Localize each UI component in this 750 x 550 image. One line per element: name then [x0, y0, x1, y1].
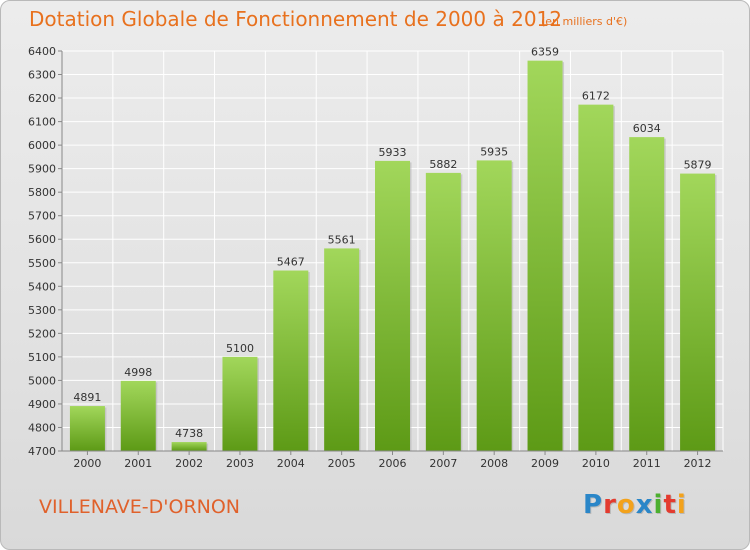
logo-letter: P	[583, 490, 604, 520]
bar-value-label: 5561	[328, 233, 356, 246]
bars: 4891 4998 4738 5100 5467 5561 5933 5882 5935 6359…	[69, 46, 717, 452]
x-tick-label: 2006	[379, 457, 407, 470]
x-tick-label: 2000	[73, 457, 101, 470]
commune-name: VILLENAVE-D'ORNON	[39, 496, 241, 518]
chart-unit: (en milliers d'€)	[541, 15, 628, 28]
bar	[527, 60, 563, 451]
x-tick-label: 2005	[328, 457, 356, 470]
logo-letter: i	[653, 490, 664, 520]
bar	[171, 442, 207, 451]
bar-value-label: 6034	[633, 122, 661, 135]
bar	[222, 356, 258, 451]
bar	[375, 160, 410, 451]
bar	[425, 172, 461, 451]
x-tick-label: 2010	[582, 457, 610, 470]
bar	[324, 248, 360, 451]
x-tick-label: 2003	[226, 457, 254, 470]
bar	[120, 380, 156, 451]
y-tick-label: 6300	[28, 69, 56, 82]
logo-letter: x	[635, 490, 654, 520]
bar-value-label: 5467	[277, 256, 305, 269]
x-tick-label: 2002	[175, 457, 203, 470]
y-tick-label: 5200	[28, 327, 56, 340]
bar	[273, 270, 309, 451]
y-tick-label: 5300	[28, 304, 56, 317]
y-tick-label: 5400	[28, 280, 56, 293]
y-tick-label: 6200	[28, 92, 56, 105]
y-tick-label: 5900	[28, 163, 56, 176]
bar-value-label: 5935	[480, 145, 508, 158]
x-tick-label: 2008	[480, 457, 508, 470]
bar-value-label: 4998	[124, 366, 152, 379]
logo-letter: r	[603, 490, 617, 520]
logo-letter: t	[663, 490, 677, 520]
bar	[629, 137, 665, 451]
y-tick-label: 4900	[28, 398, 56, 411]
bar	[69, 406, 105, 451]
y-tick-label: 5600	[28, 233, 56, 246]
bar-value-label: 6359	[531, 46, 559, 59]
bar-value-label: 5933	[379, 146, 407, 159]
y-tick-label: 6000	[28, 139, 56, 152]
bar-value-label: 5882	[429, 158, 457, 171]
x-tick-label: 2007	[429, 457, 457, 470]
bar-value-label: 4738	[175, 427, 203, 440]
bar-value-label: 6172	[582, 90, 610, 103]
x-tick-label: 2001	[124, 457, 152, 470]
chart-title: Dotation Globale de Fonctionnement de 20…	[29, 7, 562, 31]
y-tick-label: 6400	[28, 45, 56, 58]
logo-letter: o	[616, 490, 636, 520]
bar	[476, 160, 512, 452]
x-tick-label: 2009	[531, 457, 559, 470]
logo-letter: i	[676, 490, 687, 520]
bar-value-label: 5879	[684, 159, 712, 172]
y-tick-label: 4800	[28, 421, 56, 434]
axes: 4700 4800 4900 5000 5100 5200 5300 5400 5500 5600…	[28, 45, 723, 470]
y-tick-label: 5700	[28, 210, 56, 223]
y-tick-label: 5000	[28, 374, 56, 387]
bar	[578, 104, 614, 451]
bar-value-label: 4891	[73, 391, 101, 404]
y-tick-label: 5500	[28, 257, 56, 270]
x-tick-label: 2012	[684, 457, 712, 470]
y-tick-label: 4700	[28, 445, 56, 458]
bar-value-label: 5100	[226, 342, 254, 355]
y-tick-label: 5800	[28, 186, 56, 199]
bar	[680, 173, 716, 451]
y-tick-label: 6100	[28, 116, 56, 129]
x-tick-label: 2004	[277, 457, 305, 470]
x-tick-label: 2011	[633, 457, 661, 470]
proxiti-logo[interactable]: Proxiti	[583, 490, 687, 520]
y-tick-label: 5100	[28, 351, 56, 364]
